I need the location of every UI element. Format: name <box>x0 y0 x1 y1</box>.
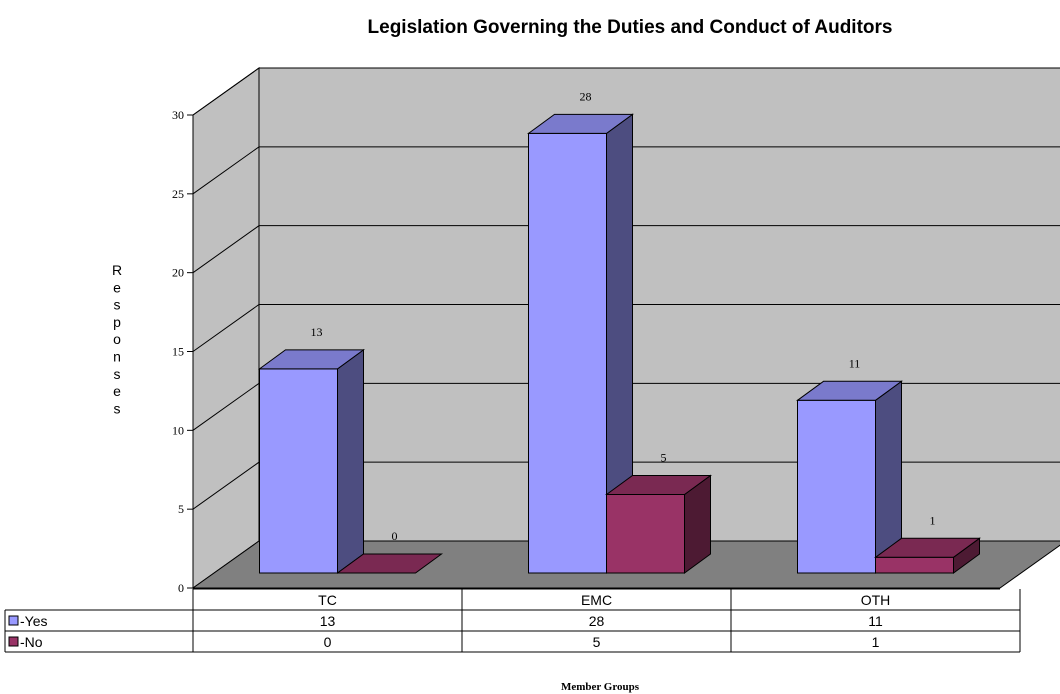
y-tick-label: 5 <box>178 502 184 516</box>
legend-swatch <box>8 615 19 626</box>
data-label: 5 <box>661 451 667 465</box>
bar-top <box>526 113 635 134</box>
y-axis-label-letter: s <box>114 297 121 313</box>
bar-side <box>337 348 364 574</box>
y-tick-label: 25 <box>172 187 184 201</box>
data-table: TC EMC OTH -Yes 13 28 11 -No 0 5 1 <box>4 588 1021 653</box>
y-axis-label-letter: e <box>113 383 121 399</box>
y-tick-label: 0 <box>178 581 184 595</box>
bar-emc-yes: 28 <box>526 89 635 574</box>
table-cell: 11 <box>868 613 883 629</box>
data-label: 1 <box>930 513 936 527</box>
gridline <box>192 67 1060 116</box>
y-axis-label-letter: n <box>113 349 121 365</box>
y-axis-label-letter: s <box>114 400 121 416</box>
bar-tc-no: 0 <box>335 529 444 574</box>
bar-tc-yes: 13 <box>257 325 366 574</box>
bar-top <box>795 380 904 401</box>
y-axis-label-letter: s <box>114 366 121 382</box>
gridline <box>192 225 1060 274</box>
legend-swatch <box>8 636 19 647</box>
chart-title: Legislation Governing the Duties and Con… <box>368 17 893 38</box>
data-label: 13 <box>311 325 323 339</box>
gridline <box>192 146 1060 195</box>
bar-front <box>259 368 338 574</box>
bar-front <box>528 132 607 574</box>
y-axis-label-letter: o <box>113 331 121 347</box>
data-label: 0 <box>392 529 398 543</box>
gridline <box>192 304 1060 352</box>
table-cell: 13 <box>320 613 336 629</box>
table-cell: 5 <box>593 634 601 650</box>
bar-oth-yes: 11 <box>795 356 904 574</box>
y-axis-label-letter: R <box>112 262 122 278</box>
bar-top <box>257 349 366 370</box>
x-tick-label: OTH <box>861 592 891 608</box>
legend-label: -Yes <box>20 613 48 629</box>
table-cell: 0 <box>324 634 332 650</box>
y-tick-label: 30 <box>172 108 184 122</box>
x-tick-label: TC <box>318 592 337 608</box>
y-axis-label-letter: e <box>113 279 121 295</box>
bar-top <box>604 475 713 495</box>
bar-top <box>335 553 444 574</box>
y-tick-label: 15 <box>172 345 184 359</box>
bar-emc-no: 5 <box>604 451 713 574</box>
table-cell: 1 <box>872 634 880 650</box>
bar-oth-no: 1 <box>873 513 982 574</box>
bar-front <box>797 399 876 574</box>
bar-front <box>875 556 954 574</box>
data-label: 11 <box>849 356 861 370</box>
bar-top <box>873 537 982 558</box>
legend-label: -No <box>20 634 43 650</box>
table-cell: 28 <box>589 613 605 629</box>
y-tick-label: 20 <box>172 266 184 280</box>
y-tick-label: 10 <box>172 423 184 437</box>
x-axis-label: Member Groups <box>561 681 640 693</box>
x-tick-label: EMC <box>581 592 612 608</box>
data-label: 28 <box>580 89 592 103</box>
bar-front <box>606 494 685 574</box>
y-axis-label-letter: p <box>113 314 121 330</box>
